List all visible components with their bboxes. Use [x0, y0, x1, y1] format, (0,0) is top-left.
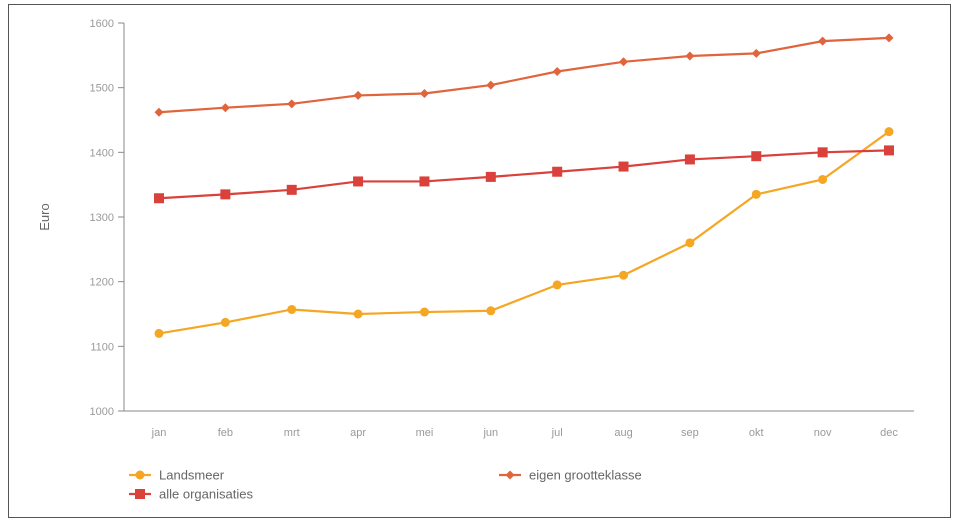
- data-point: [818, 36, 828, 46]
- axes: [123, 23, 914, 412]
- line-chart: 1000 1100 1200 1300 1400 1500 1600 jan feb mrt ap…: [37, 18, 914, 502]
- legend-label: eigen grootteklasse: [529, 468, 642, 483]
- data-point: [353, 176, 364, 187]
- x-tick-label: dec: [880, 427, 898, 439]
- data-point: [419, 307, 429, 317]
- series-line: [158, 130, 890, 335]
- data-point: [419, 88, 429, 98]
- legend-item: eigen grootteklasse: [499, 468, 642, 483]
- data-point: [552, 166, 563, 177]
- data-point: [486, 80, 496, 90]
- y-axis-ticks: 1000 1100 1200 1300 1400 1500 1600: [90, 18, 124, 418]
- data-point: [884, 127, 894, 137]
- y-tick-label: 1300: [90, 212, 114, 224]
- x-tick-label: sep: [681, 427, 699, 439]
- legend-item: Landsmeer: [129, 468, 225, 483]
- data-point: [485, 171, 496, 182]
- data-point: [884, 33, 894, 43]
- legend-item: alle organisaties: [129, 487, 253, 502]
- data-point: [619, 57, 629, 67]
- data-point: [684, 154, 695, 165]
- series-line: [158, 36, 890, 114]
- data-point: [419, 176, 430, 187]
- series-eigen-grootteklasse: [154, 33, 894, 117]
- legend: Landsmeer eigen grootteklasse alle organis…: [129, 468, 642, 502]
- x-tick-label: jun: [482, 427, 498, 439]
- data-point: [220, 103, 230, 113]
- x-tick-label: nov: [814, 427, 832, 439]
- data-point: [685, 51, 695, 61]
- x-tick-label: apr: [350, 427, 366, 439]
- legend-label: alle organisaties: [159, 487, 253, 502]
- data-point: [154, 328, 164, 338]
- data-point: [685, 238, 695, 248]
- data-point: [751, 48, 761, 58]
- legend-label: Landsmeer: [159, 468, 225, 483]
- y-tick-label: 1100: [90, 341, 114, 353]
- series-landsmeer: [154, 127, 894, 338]
- data-point: [287, 99, 297, 109]
- legend-swatch-marker: [505, 470, 515, 480]
- data-point: [751, 151, 762, 162]
- y-tick-label: 1600: [90, 18, 114, 30]
- data-point: [618, 161, 629, 172]
- x-tick-label: feb: [218, 427, 233, 439]
- data-point: [220, 317, 230, 327]
- y-tick-label: 1200: [90, 277, 114, 289]
- legend-swatch-marker: [135, 470, 145, 480]
- x-tick-label: mei: [416, 427, 434, 439]
- data-point: [884, 145, 894, 156]
- data-point: [552, 67, 562, 76]
- x-tick-label: aug: [614, 427, 632, 439]
- legend-swatch-marker: [135, 489, 145, 499]
- data-point: [287, 304, 297, 314]
- y-tick-label: 1000: [90, 406, 114, 418]
- data-point: [353, 90, 363, 100]
- x-tick-label: mrt: [284, 427, 300, 439]
- series-layer: [154, 33, 894, 338]
- series-alle-organisaties: [154, 145, 894, 204]
- y-tick-label: 1400: [90, 147, 114, 159]
- x-tick-label: okt: [749, 427, 764, 439]
- data-point: [751, 189, 761, 199]
- data-point: [353, 309, 363, 319]
- data-point: [818, 174, 828, 184]
- data-point: [154, 107, 164, 117]
- chart-frame: 1000 1100 1200 1300 1400 1500 1600 jan feb mrt ap…: [8, 4, 951, 518]
- x-tick-label: jul: [551, 427, 563, 439]
- series-line: [158, 149, 890, 200]
- data-point: [286, 184, 297, 195]
- y-axis-title: Euro: [37, 203, 52, 230]
- data-point: [817, 147, 828, 158]
- y-tick-label: 1500: [90, 83, 114, 95]
- data-point: [552, 280, 562, 290]
- data-point: [619, 270, 629, 280]
- data-point: [154, 193, 164, 204]
- x-axis-ticks: jan feb mrt apr mei jun jul aug sep okt nov dec: [151, 427, 899, 439]
- x-tick-label: jan: [151, 427, 167, 439]
- data-point: [486, 306, 496, 316]
- data-point: [220, 189, 231, 200]
